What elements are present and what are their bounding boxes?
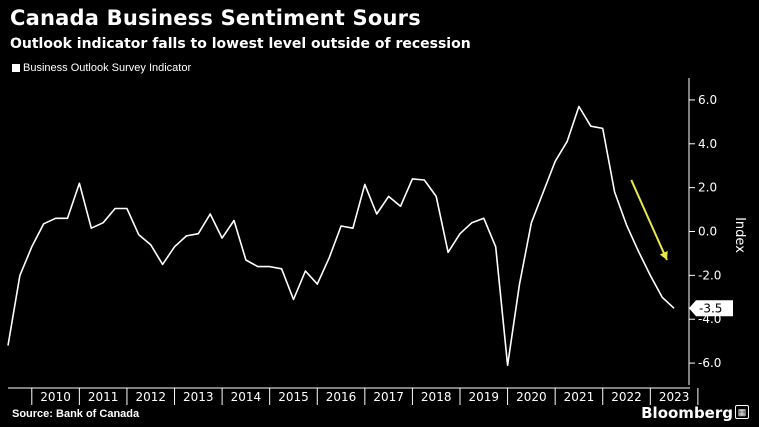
last-value-label: -3.5 <box>699 301 722 315</box>
source-note: Source: Bank of Canada <box>12 408 140 420</box>
bloomberg-logo: Bloomberg <box>641 404 733 422</box>
chart-subtitle: Outlook indicator falls to lowest level … <box>10 36 471 52</box>
annotation-arrow-shaft <box>630 179 668 261</box>
x-tick-label: 2014 <box>231 390 262 404</box>
x-tick-label: 2012 <box>135 390 166 404</box>
annotation-arrow-head <box>659 251 668 261</box>
last-value-tag: -3.5 <box>689 300 733 317</box>
y-tick-label: -6.0 <box>698 356 721 370</box>
legend: Business Outlook Survey Indicator <box>12 62 191 74</box>
x-tick-label: 2023 <box>659 390 690 404</box>
legend-label: Business Outlook Survey Indicator <box>23 62 192 74</box>
y-tick-label: 6.0 <box>698 93 717 107</box>
x-tick-label: 2021 <box>564 390 595 404</box>
x-tick-label: 2018 <box>421 390 452 404</box>
x-tick-label: 2016 <box>326 390 357 404</box>
x-tick-label: 2022 <box>611 390 642 404</box>
x-tick-label: 2013 <box>183 390 214 404</box>
chart-title: Canada Business Sentiment Sours <box>10 6 421 30</box>
x-tick-label: 2019 <box>469 390 500 404</box>
y-tick-label: 4.0 <box>698 137 717 151</box>
last-value-box <box>689 300 733 317</box>
series-line <box>7 105 675 367</box>
x-tick-label: 2015 <box>278 390 309 404</box>
x-tick-label: 2011 <box>88 390 119 404</box>
bloomberg-mark-icon: ▦ <box>735 405 749 419</box>
y-tick-label: 0.0 <box>698 225 717 239</box>
y-axis-label: Index <box>732 217 747 253</box>
x-tick-label: 2017 <box>373 390 404 404</box>
y-tick-label: 2.0 <box>698 181 717 195</box>
x-tick-label: 2010 <box>40 390 71 404</box>
legend-swatch <box>12 64 20 72</box>
y-tick-label: -2.0 <box>698 268 721 282</box>
x-tick-label: 2020 <box>516 390 547 404</box>
